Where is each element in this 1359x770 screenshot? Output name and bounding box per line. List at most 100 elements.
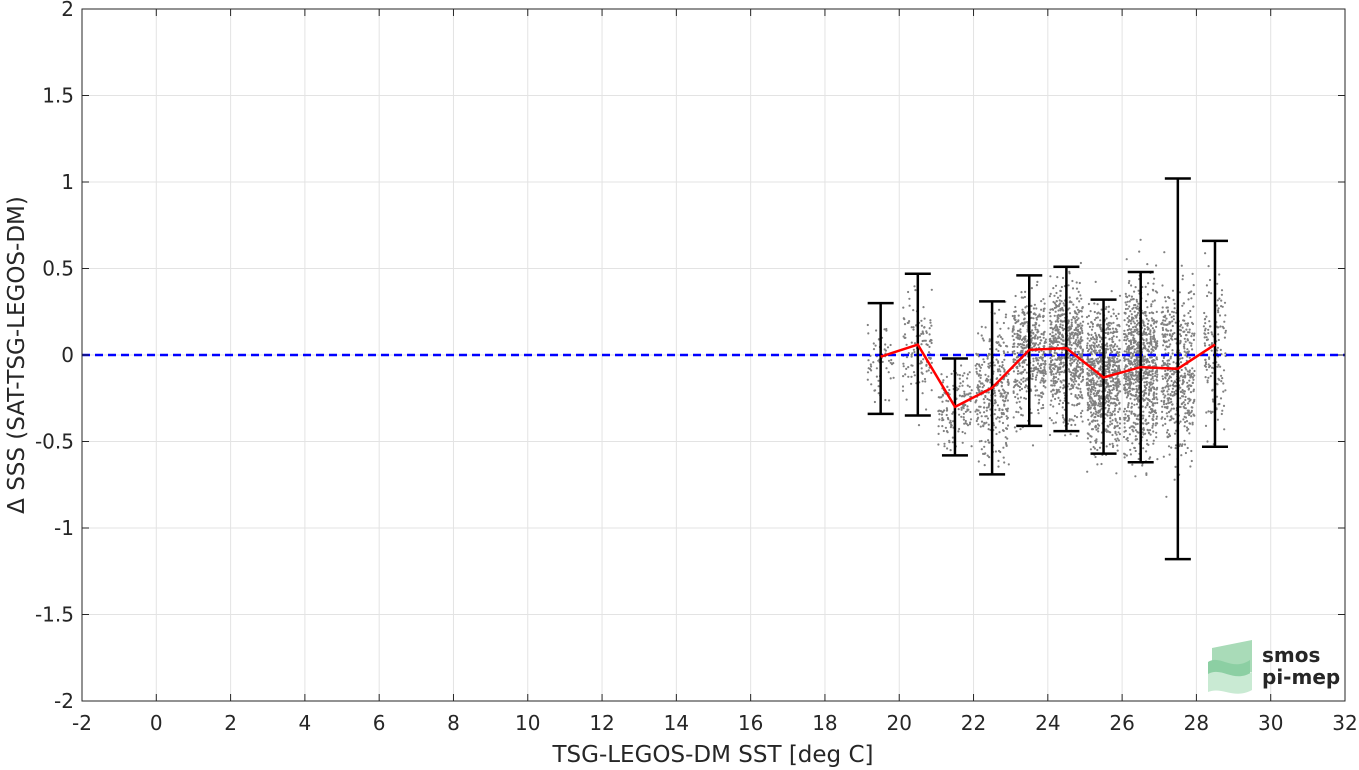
scatter-point: [1191, 348, 1194, 351]
scatter-point: [951, 412, 954, 415]
scatter-point: [1162, 401, 1165, 404]
scatter-point: [1143, 328, 1146, 331]
scatter-point: [1097, 383, 1100, 386]
scatter-point: [966, 424, 970, 427]
scatter-point: [1187, 384, 1190, 387]
scatter-point: [913, 374, 916, 377]
scatter-point: [1151, 361, 1155, 364]
scatter-point: [1161, 424, 1164, 427]
scatter-point: [1161, 310, 1164, 313]
scatter-point: [1097, 404, 1100, 407]
scatter-point: [1094, 382, 1098, 385]
scatter-point: [1186, 324, 1189, 327]
scatter-point: [1092, 402, 1095, 405]
scatter-point: [1173, 421, 1176, 424]
scatter-point: [1186, 352, 1189, 355]
scatter-point: [1204, 344, 1207, 347]
scatter-point: [1095, 438, 1098, 441]
scatter-point: [1135, 355, 1138, 359]
scatter-point: [1110, 414, 1113, 417]
scatter-point: [1043, 330, 1046, 333]
scatter-point: [1095, 425, 1098, 428]
scatter-point: [1081, 420, 1084, 423]
scatter-point: [1205, 411, 1208, 414]
scatter-point: [977, 386, 980, 389]
scatter-point: [1144, 311, 1147, 314]
scatter-point: [937, 443, 940, 446]
scatter-point: [961, 441, 964, 444]
scatter-point: [1152, 379, 1155, 382]
scatter-point: [1073, 374, 1076, 377]
scatter-point: [1038, 342, 1042, 345]
scatter-point: [1173, 302, 1176, 305]
scatter-point: [1147, 319, 1150, 322]
scatter-point: [1044, 386, 1047, 389]
scatter-point: [1164, 348, 1167, 351]
scatter-point: [910, 341, 913, 344]
scatter-point: [1030, 346, 1034, 349]
scatter-point: [1183, 425, 1186, 428]
y-tick-label: 0.5: [42, 257, 74, 281]
scatter-point: [1021, 346, 1024, 350]
scatter-point: [1167, 402, 1170, 405]
scatter-point: [1217, 377, 1220, 380]
scatter-point: [1219, 365, 1222, 368]
scatter-point: [1156, 386, 1159, 389]
scatter-point: [1055, 291, 1058, 295]
scatter-point: [1054, 381, 1057, 385]
scatter-point: [1146, 357, 1149, 361]
scatter-point: [1091, 399, 1094, 402]
scatter-point: [1004, 441, 1008, 445]
scatter-point: [1206, 294, 1209, 298]
scatter-point: [1021, 365, 1024, 368]
scatter-point: [1179, 375, 1182, 378]
scatter-point: [1210, 331, 1213, 334]
scatter-point: [922, 306, 925, 309]
scatter-point: [1095, 340, 1098, 344]
scatter-point: [1130, 402, 1133, 405]
scatter-point: [994, 426, 997, 429]
scatter-point: [994, 408, 997, 411]
scatter-point: [890, 358, 893, 362]
y-tick-label: 1.5: [42, 84, 74, 108]
scatter-point: [1134, 286, 1137, 289]
scatter-point: [1181, 388, 1184, 392]
scatter-point: [867, 367, 870, 370]
scatter-point: [982, 425, 985, 428]
scatter-point: [1154, 343, 1157, 347]
scatter-point: [959, 382, 962, 385]
scatter-point: [1127, 351, 1130, 354]
scatter-point: [1030, 339, 1033, 342]
scatter-point: [1151, 327, 1154, 330]
scatter-point: [1104, 382, 1108, 385]
scatter-point: [1081, 397, 1084, 400]
scatter-point: [1059, 325, 1062, 329]
scatter-point: [870, 383, 873, 386]
scatter-point: [1111, 327, 1114, 330]
scatter-point: [1161, 306, 1164, 309]
scatter-point: [1080, 354, 1084, 357]
scatter-point: [958, 374, 962, 377]
scatter-point: [987, 362, 990, 365]
scatter-point: [1126, 439, 1129, 442]
scatter-point: [1023, 311, 1026, 314]
scatter-point: [1019, 428, 1022, 431]
scatter-point: [920, 361, 923, 364]
scatter-point: [1072, 315, 1075, 319]
scatter-point: [1112, 346, 1115, 349]
scatter-point: [1118, 390, 1121, 393]
scatter-point: [1068, 388, 1071, 391]
scatter-point: [1152, 392, 1155, 395]
scatter-point: [996, 321, 999, 324]
scatter-point: [1096, 448, 1099, 452]
scatter-point: [1133, 378, 1136, 381]
scatter-point: [996, 335, 1000, 338]
scatter-point: [1090, 372, 1093, 375]
scatter-point: [1012, 416, 1015, 419]
scatter-point: [1132, 388, 1135, 391]
scatter-point: [1127, 324, 1130, 328]
scatter-point: [963, 404, 966, 407]
scatter-point: [1094, 413, 1097, 416]
scatter-point: [1191, 376, 1194, 379]
scatter-point: [1146, 404, 1149, 407]
